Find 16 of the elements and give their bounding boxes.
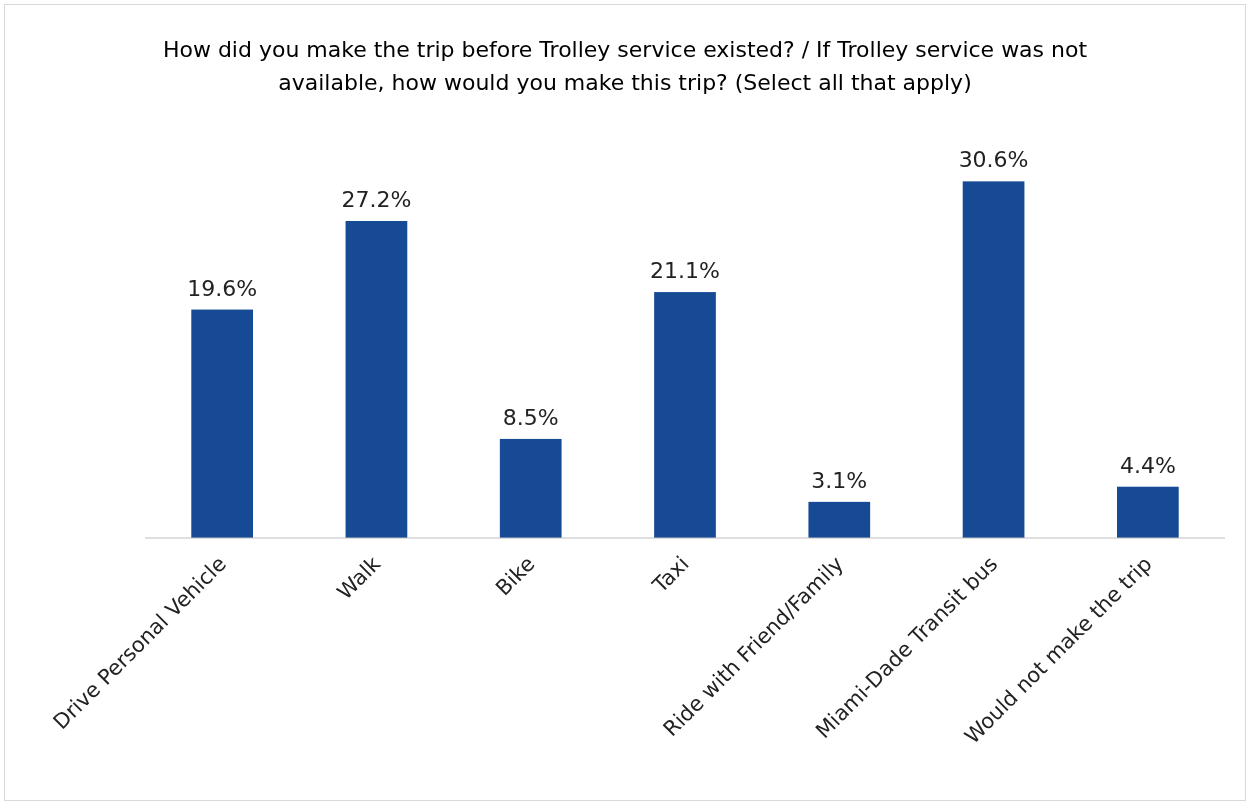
bar [1117, 486, 1179, 538]
bar [654, 292, 716, 538]
bar [345, 220, 408, 538]
x-tick-label: Taxi [647, 551, 694, 599]
data-label: 19.6% [187, 275, 258, 301]
bar [808, 501, 871, 538]
chart-title: How did you make the trip before Trolley service existed? / If Trolley service was not available, how would you make this trip? (Select all that apply) [161, 36, 1089, 97]
data-label: 3.1% [811, 467, 868, 493]
data-label: 4.4% [1119, 452, 1176, 478]
data-label: 21.1% [650, 258, 720, 284]
data-label: 27.2% [341, 186, 412, 212]
bar [962, 181, 1025, 538]
data-label: 30.6% [958, 147, 1029, 173]
bar [499, 438, 562, 538]
bar [191, 309, 253, 538]
data-label: 8.5% [502, 404, 559, 430]
